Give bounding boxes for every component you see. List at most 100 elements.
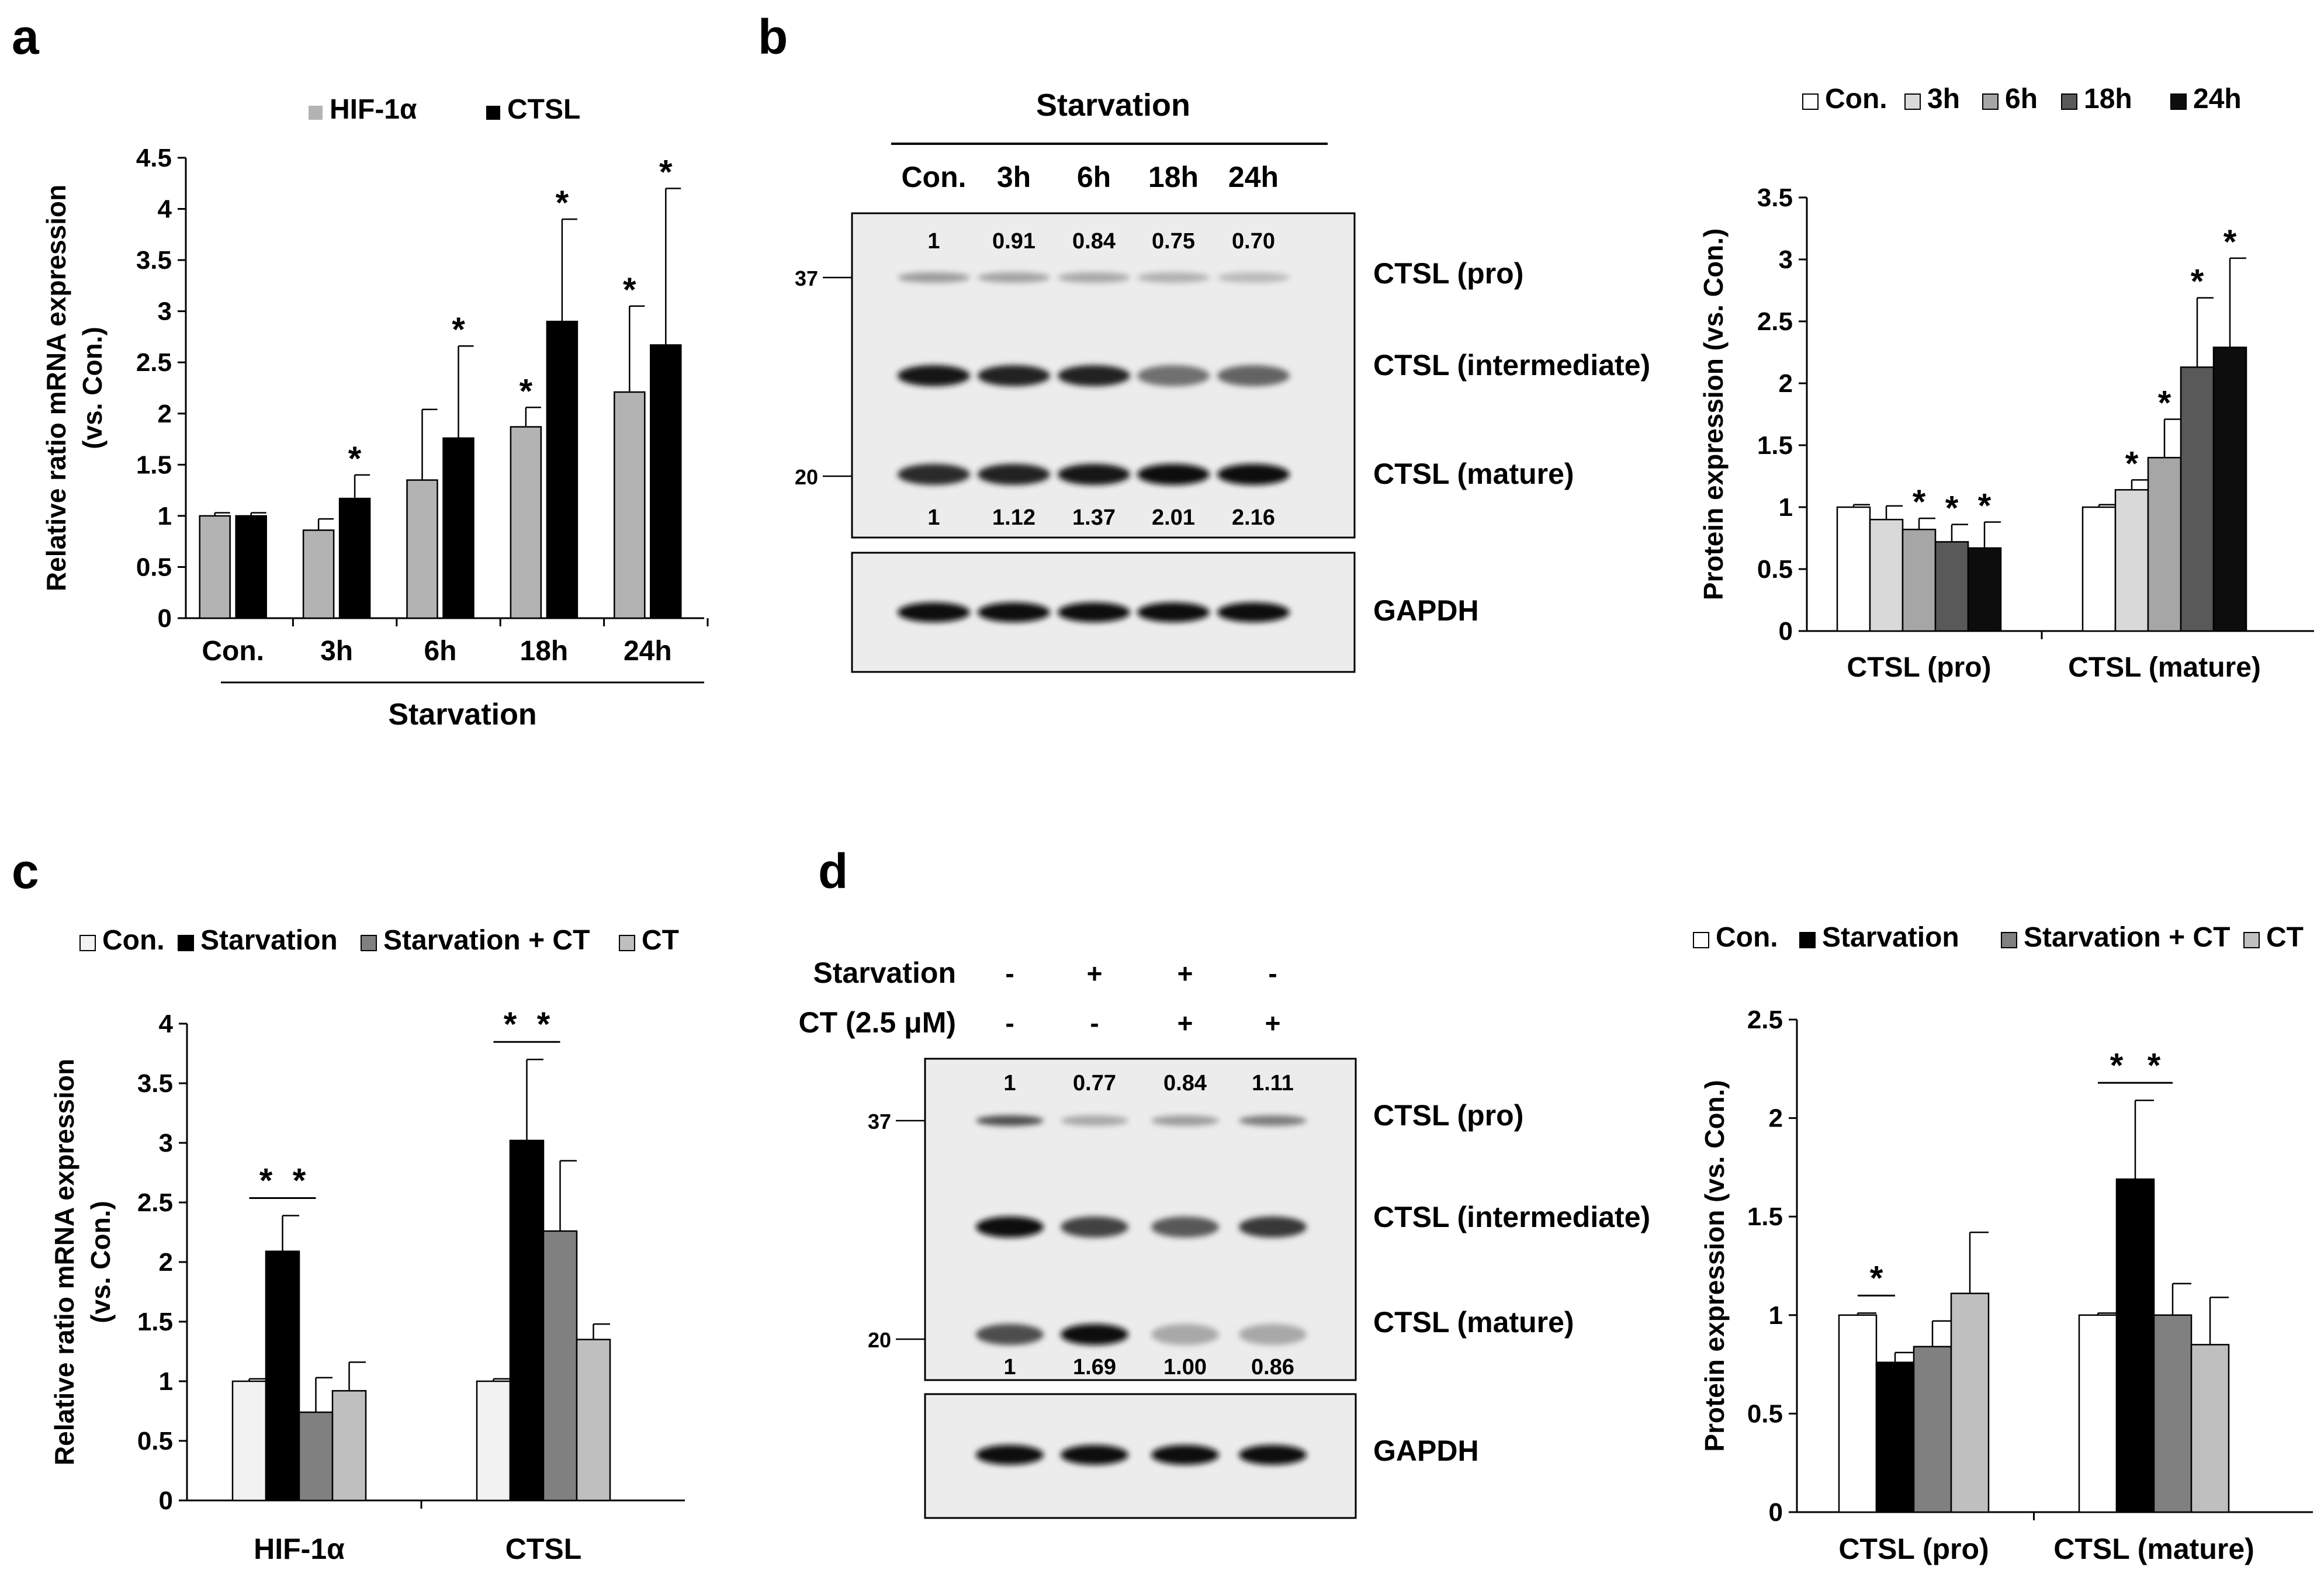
bar-HIF-1α-Con. bbox=[199, 515, 231, 619]
bar-Starvation + CT-CTSL (pro) bbox=[1913, 1346, 1952, 1513]
gapdh-label: GAPDH bbox=[1373, 594, 1479, 627]
y-axis-label-line2: (vs. Con.) bbox=[85, 1201, 116, 1323]
band-intermediate bbox=[978, 365, 1050, 386]
bar-CTSL-18h bbox=[546, 320, 579, 619]
bar-CTSL-6h bbox=[442, 437, 475, 619]
legend-label: Con. bbox=[1716, 922, 1778, 953]
marker-37: 37 bbox=[868, 1110, 891, 1134]
y-axis-label-line2: (vs. Con.) bbox=[77, 327, 108, 449]
bar-HIF-1α-6h bbox=[406, 479, 438, 619]
y-tick-label: 1.5 bbox=[136, 450, 172, 479]
bar-Starvation-CTSL bbox=[509, 1139, 545, 1502]
bar-Con.-HIF-1α bbox=[231, 1380, 267, 1502]
y-tick-label: 0.5 bbox=[1757, 555, 1793, 584]
significance-star: * bbox=[1870, 1259, 1883, 1297]
band-gapdh bbox=[1137, 602, 1210, 622]
band-intermediate bbox=[898, 365, 970, 386]
densitometry-mature: 2.16 bbox=[1232, 505, 1275, 530]
band-pro bbox=[978, 272, 1050, 283]
band-gapdh bbox=[1061, 1445, 1128, 1465]
x-category-label: 18h bbox=[520, 636, 569, 667]
legend-label: Starvation + CT bbox=[383, 925, 590, 956]
band-intermediate bbox=[1058, 365, 1130, 386]
band-gapdh bbox=[978, 602, 1050, 622]
band-intermediate bbox=[1151, 1216, 1219, 1238]
bar-18h-CTSL (pro) bbox=[1934, 541, 1969, 632]
legend-swatch bbox=[486, 106, 500, 120]
band-pro bbox=[1061, 1115, 1128, 1126]
bar-18h-CTSL (mature) bbox=[2180, 366, 2215, 632]
bar-CTSL-Con. bbox=[235, 515, 267, 619]
y-tick-label: 1 bbox=[159, 1367, 173, 1396]
legend-swatch bbox=[178, 935, 194, 951]
legend-swatch bbox=[309, 106, 323, 120]
legend-swatch bbox=[619, 935, 635, 951]
band-label: CTSL (intermediate) bbox=[1373, 349, 1650, 382]
legend-swatch bbox=[1693, 932, 1709, 948]
x-category-label: 3h bbox=[320, 636, 353, 667]
band-intermediate bbox=[1217, 365, 1290, 386]
band-pro bbox=[1217, 272, 1290, 283]
panel-label-b: b bbox=[758, 9, 788, 64]
y-tick-label: 0 bbox=[159, 1486, 173, 1515]
lane-label: 6h bbox=[1077, 161, 1111, 193]
legend-swatch bbox=[1802, 93, 1819, 110]
densitometry-pro: 1.11 bbox=[1252, 1071, 1294, 1096]
y-tick-label: 2 bbox=[159, 1248, 173, 1277]
y-tick-label: 3 bbox=[159, 1129, 173, 1157]
legend-swatch bbox=[2243, 932, 2260, 948]
x-category-label: CTSL bbox=[505, 1533, 582, 1565]
y-tick-label: 2.5 bbox=[1757, 307, 1793, 336]
bar-CT-HIF-1α bbox=[331, 1390, 367, 1502]
band-intermediate bbox=[976, 1216, 1044, 1238]
gapdh-label: GAPDH bbox=[1373, 1434, 1479, 1467]
marker-37: 37 bbox=[795, 266, 818, 290]
legend-label: Con. bbox=[1825, 84, 1887, 115]
significance-star: * bbox=[259, 1162, 273, 1200]
y-tick-label: 0 bbox=[158, 604, 172, 633]
bar-CT-CTSL (pro) bbox=[1950, 1292, 1990, 1513]
y-tick-label: 2.5 bbox=[137, 1188, 173, 1217]
densitometry-mature: 1 bbox=[927, 505, 940, 530]
bar-HIF-1α-24h bbox=[614, 391, 646, 619]
significance-star: * bbox=[293, 1162, 306, 1200]
y-tick-label: 4 bbox=[159, 1010, 174, 1038]
x-category-label: CTSL (mature) bbox=[2053, 1533, 2254, 1565]
band-pro bbox=[976, 1115, 1044, 1126]
legend-label: CTSL bbox=[507, 94, 580, 125]
significance-star: * bbox=[1913, 483, 1926, 521]
band-intermediate bbox=[1061, 1216, 1128, 1238]
bar-Con.-CTSL (mature) bbox=[2081, 506, 2117, 632]
significance-star: * bbox=[2148, 1046, 2161, 1084]
y-axis-label: Protein expression (vs. Con.) bbox=[1699, 1080, 1730, 1451]
legend-label: CT bbox=[2266, 922, 2304, 953]
ct-sign: + bbox=[1177, 1008, 1193, 1038]
marker-20: 20 bbox=[868, 1328, 891, 1352]
legend-label: 6h bbox=[2005, 84, 2038, 115]
bar-Starvation + CT-CTSL (mature) bbox=[2153, 1314, 2193, 1513]
blot-header: Starvation bbox=[1036, 88, 1190, 123]
densitometry-pro: 0.70 bbox=[1232, 229, 1275, 254]
band-mature bbox=[976, 1324, 1044, 1345]
band-gapdh bbox=[1239, 1445, 1307, 1465]
y-tick-label: 3 bbox=[1779, 245, 1793, 274]
significance-star: * bbox=[504, 1006, 517, 1044]
band-mature bbox=[898, 464, 970, 485]
legend-swatch bbox=[79, 935, 96, 951]
bar-Starvation-HIF-1α bbox=[265, 1250, 300, 1502]
x-category-label: 24h bbox=[624, 636, 672, 667]
legend-swatch bbox=[361, 935, 377, 951]
legend-label: 18h bbox=[2084, 84, 2132, 115]
significance-star: * bbox=[1978, 487, 1991, 525]
legend-label: CT bbox=[642, 925, 679, 956]
legend-label: 24h bbox=[2193, 84, 2242, 115]
band-gapdh bbox=[898, 602, 970, 622]
ct-sign: - bbox=[1005, 1008, 1014, 1038]
y-tick-label: 3.5 bbox=[137, 1069, 173, 1098]
legend-swatch bbox=[1799, 932, 1816, 948]
y-axis-label: Protein expression (vs. Con.) bbox=[1698, 228, 1729, 600]
band-label: CTSL (mature) bbox=[1373, 457, 1574, 490]
ct-sign: - bbox=[1090, 1008, 1099, 1038]
band-gapdh bbox=[1217, 602, 1290, 622]
y-tick-label: 2 bbox=[1779, 369, 1793, 398]
